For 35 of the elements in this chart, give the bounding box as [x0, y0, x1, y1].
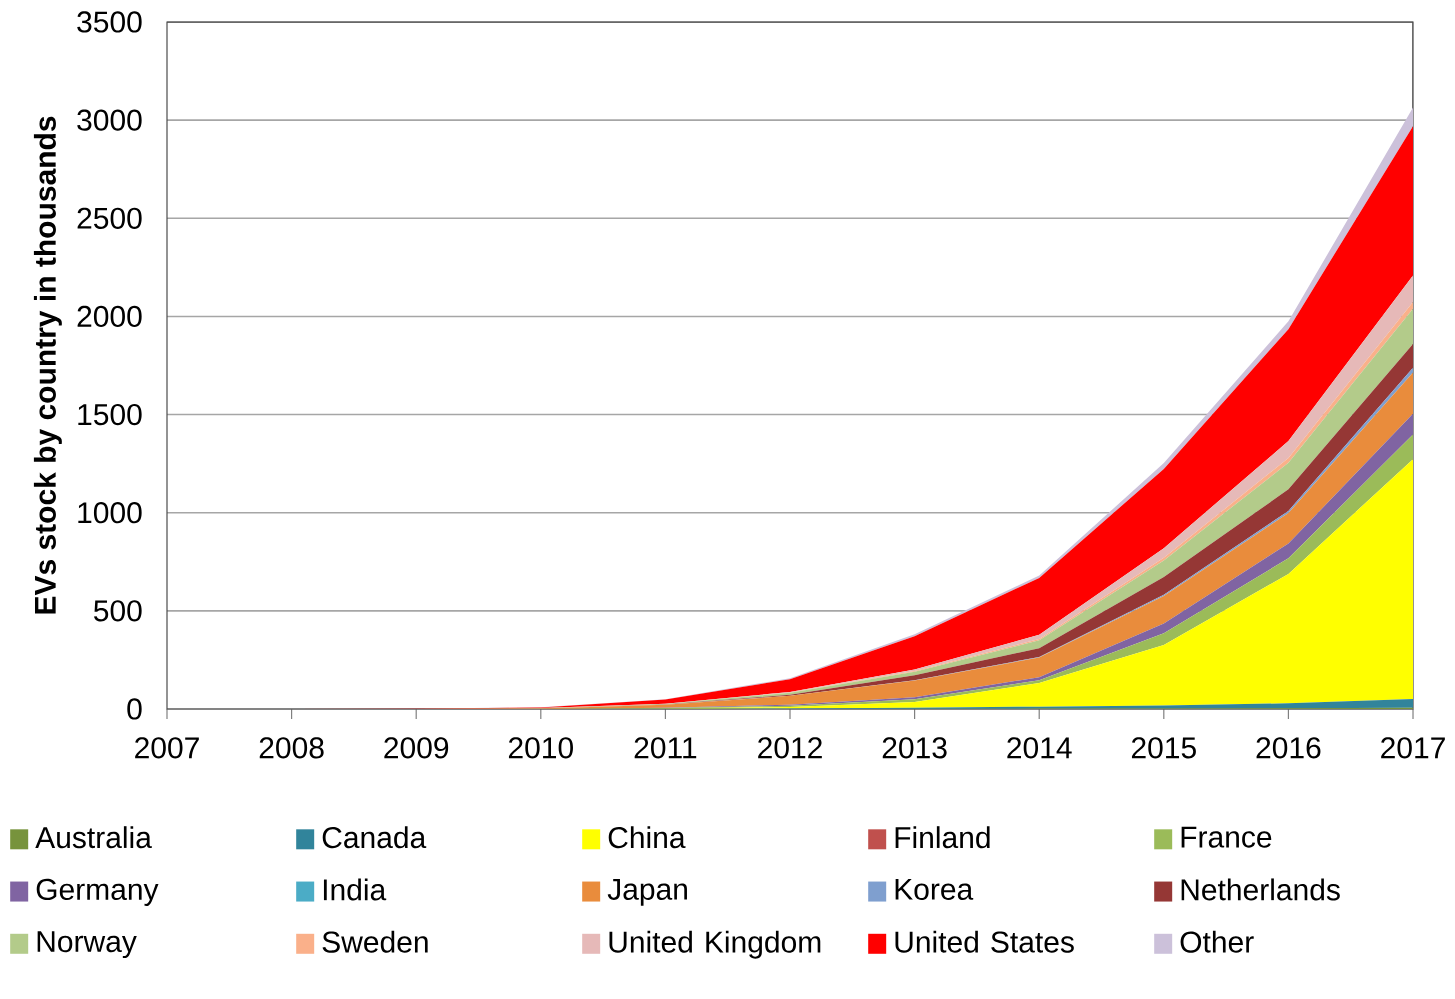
y-tick-label: 1000: [78, 502, 142, 524]
y-tick-label: 0: [127, 698, 142, 720]
legend-label: United States: [895, 930, 1074, 953]
y-tick-label: 2500: [77, 207, 142, 229]
legend-label: Norway: [37, 931, 137, 959]
y-tick-label: 3000: [77, 109, 142, 131]
legend-label: China: [608, 826, 686, 849]
x-tick-label: 2016: [1256, 737, 1321, 759]
x-tick-label: 2015: [1131, 737, 1196, 759]
y-tick-label: 1500: [78, 403, 142, 426]
x-tick-label: 2007: [135, 737, 199, 759]
x-tick-label: 2008: [259, 737, 324, 759]
x-tick-label: 2010: [508, 737, 573, 759]
legend-label: Netherlands: [1181, 878, 1340, 901]
x-tick-label: 2014: [1007, 737, 1072, 759]
legend-label: Sweden: [322, 930, 428, 953]
x-tick-label: 2011: [634, 737, 697, 759]
legend-label: United Kingdom: [609, 930, 821, 959]
legend-label: Germany: [36, 878, 159, 906]
x-tick-label: 2017: [1381, 737, 1445, 759]
legend-label: Canada: [322, 826, 427, 849]
legend-label: Korea: [895, 878, 974, 900]
x-tick-label: 2012: [758, 737, 822, 759]
y-tick-label: 500: [93, 600, 142, 622]
legend-label: Finland: [895, 826, 990, 849]
x-tick-label: 2009: [384, 737, 449, 759]
legend-label: Australia: [35, 826, 152, 849]
x-tick-label: 2013: [882, 737, 947, 759]
legend-label: France: [1181, 826, 1272, 848]
y-axis-title: EVs stock by country in thousands: [33, 116, 62, 614]
legend-label: India: [323, 878, 387, 901]
y-tick-label: 2000: [77, 305, 142, 328]
legend-label: Other: [1180, 930, 1254, 953]
legend-label: Japan: [607, 878, 687, 906]
y-tick-label: 3500: [77, 11, 142, 33]
